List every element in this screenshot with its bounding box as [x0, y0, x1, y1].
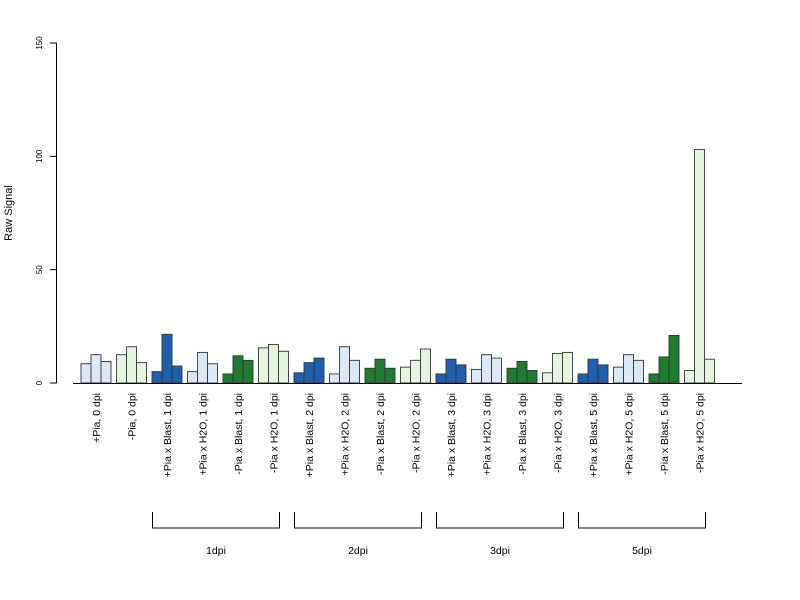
bar: [648, 373, 660, 384]
x-category-label: +Pia x H2O, 3 dpi: [482, 393, 494, 476]
bar: [187, 371, 198, 384]
x-category-label: -Pia x Blast, 1 dpi: [233, 393, 245, 475]
bar: [694, 149, 705, 384]
x-category-label: +Pia x H2O, 2 dpi: [340, 393, 352, 476]
bar: [542, 372, 553, 384]
group-bracket: [578, 512, 706, 529]
group-bracket: [294, 512, 422, 529]
bar: [633, 359, 644, 384]
x-category-label: +Pia x Blast, 1 dpi: [162, 393, 174, 477]
bar: [268, 344, 279, 384]
x-category-label: -Pia x H2O, 3 dpi: [553, 393, 565, 473]
x-category-label: -Pia, 0 dpi: [127, 393, 139, 440]
y-tick-label: 100: [35, 149, 44, 163]
group-bracket: [436, 512, 564, 529]
bar: [623, 354, 634, 384]
group-bracket: [152, 512, 280, 529]
bar: [526, 370, 538, 384]
bar: [552, 353, 563, 384]
bar: [80, 363, 92, 384]
bar: [258, 347, 269, 384]
bar: [658, 356, 670, 384]
bar: [364, 367, 376, 384]
bar: [116, 354, 127, 384]
bar: [100, 361, 112, 384]
bar: [374, 358, 386, 384]
x-category-label: -Pia x Blast, 3 dpi: [517, 393, 529, 475]
group-label: 1dpi: [206, 545, 226, 557]
y-tick-label: 150: [35, 36, 44, 50]
bar: [481, 354, 492, 384]
bar: [242, 359, 254, 384]
bar: [587, 358, 599, 384]
bar: [491, 357, 502, 384]
group-label: 2dpi: [348, 545, 368, 557]
bar: [597, 364, 609, 384]
bar: [562, 351, 573, 384]
bar: [126, 346, 137, 384]
bar: [577, 373, 589, 384]
bar: [151, 371, 163, 384]
bar: [384, 367, 396, 384]
bar: [329, 373, 340, 384]
x-category-label: +Pia x Blast, 3 dpi: [446, 393, 458, 477]
bar: [455, 364, 467, 384]
bar: [90, 354, 102, 384]
x-category-label: -Pia x Blast, 2 dpi: [375, 393, 387, 475]
bar: [400, 366, 411, 384]
bar: [339, 346, 350, 384]
bar: [232, 355, 244, 384]
category-labels: +Pia, 0 dpi -Pia, 0 dpi +Pia x Blast, 1 dp…: [91, 393, 707, 477]
x-category-label: -Pia x H2O, 5 dpi: [695, 393, 707, 473]
x-category-label: -Pia x H2O, 1 dpi: [269, 393, 281, 473]
bar: [197, 351, 208, 384]
bar: [516, 361, 528, 384]
bar: [613, 366, 624, 384]
bar: [136, 362, 147, 384]
y-axis: 0 50 100 150: [35, 36, 57, 385]
bar: [445, 358, 457, 384]
y-tick-label: 50: [35, 265, 44, 274]
bar: [668, 334, 680, 384]
bar: [171, 365, 183, 384]
bars-layer: [80, 149, 715, 384]
group-brackets: 1dpi 2dpi 3dpi 5dpi: [152, 512, 706, 557]
x-category-label: +Pia x Blast, 2 dpi: [304, 393, 316, 477]
x-category-label: +Pia, 0 dpi: [91, 393, 103, 443]
y-tick-label: 0: [35, 380, 44, 385]
bar: [684, 370, 695, 384]
bar: [410, 359, 421, 384]
bar: [293, 372, 305, 384]
bar: [420, 348, 431, 384]
bar: [704, 358, 715, 384]
x-category-label: +Pia x H2O, 1 dpi: [198, 393, 210, 476]
group-label: 5dpi: [632, 545, 652, 557]
bar: [435, 373, 447, 384]
y-axis-title: Raw Signal: [3, 185, 15, 241]
bar: [303, 362, 315, 384]
bar: [222, 373, 234, 384]
x-category-label: -Pia x H2O, 2 dpi: [411, 393, 423, 473]
bar: [471, 368, 482, 384]
bar: [161, 333, 173, 384]
bar: [349, 359, 360, 384]
bar: [313, 357, 325, 384]
group-label: 3dpi: [490, 545, 510, 557]
bar: [207, 363, 218, 384]
x-category-label: -Pia x Blast, 5 dpi: [659, 393, 671, 475]
bar: [278, 350, 289, 384]
x-category-label: +Pia x H2O, 5 dpi: [624, 393, 636, 476]
bar: [506, 367, 518, 384]
x-category-label: +Pia x Blast, 5 dpi: [588, 393, 600, 477]
